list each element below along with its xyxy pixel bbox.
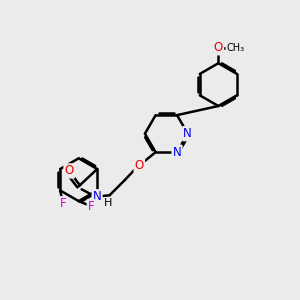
Text: N: N [173, 146, 182, 159]
Text: H: H [104, 198, 112, 208]
Text: F: F [88, 200, 94, 213]
Text: F: F [60, 197, 66, 210]
Text: N: N [93, 190, 101, 203]
Text: O: O [135, 159, 144, 172]
Text: O: O [214, 41, 223, 54]
Text: CH₃: CH₃ [226, 43, 245, 53]
Text: O: O [64, 164, 74, 177]
Text: N: N [183, 127, 192, 140]
